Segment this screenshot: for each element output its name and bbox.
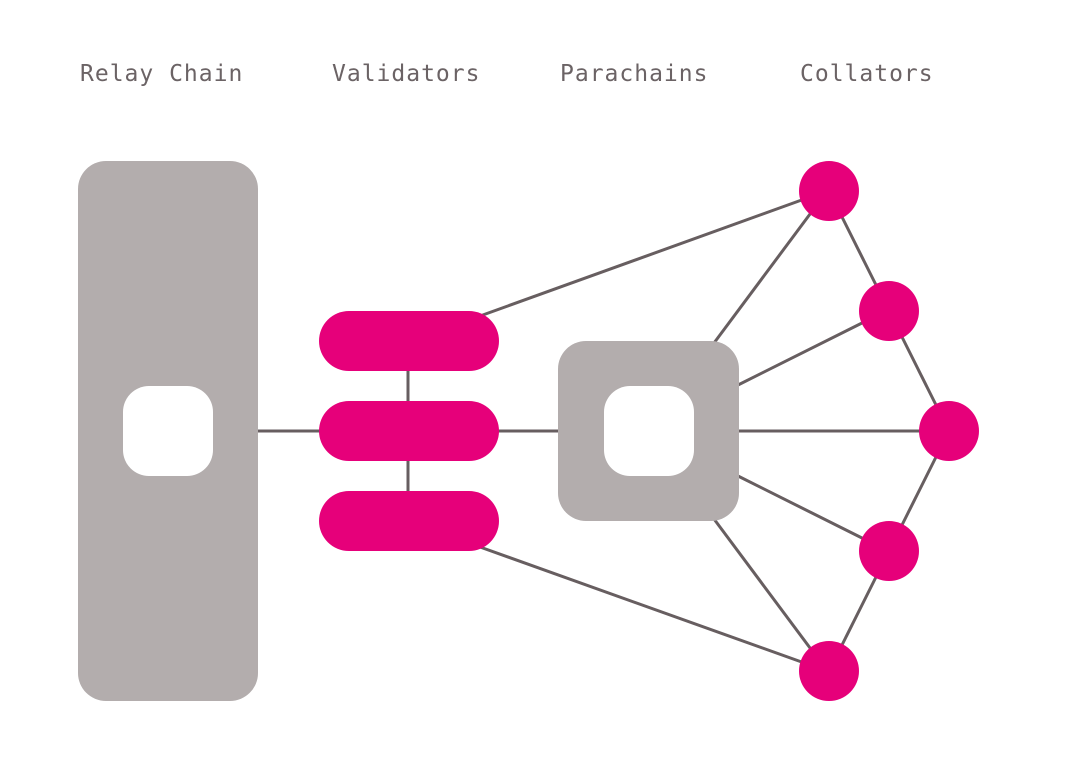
validators-label: Validators	[332, 61, 480, 87]
parachain-to-collator-1-line	[712, 205, 818, 344]
parachain-inner-square	[604, 386, 694, 476]
relay-chain-label: Relay Chain	[80, 61, 243, 87]
validator-pill-bottom	[319, 491, 499, 551]
collator-4-to-5-line	[840, 576, 878, 646]
validator-bottom-to-collator-5-line	[479, 545, 811, 667]
parachain-to-collator-2-line	[737, 319, 867, 387]
relay-chain-inner-square	[123, 386, 213, 476]
parachain-to-collator-5-line	[712, 518, 818, 657]
validator-pill-top	[319, 311, 499, 371]
collator-1-to-2-line	[840, 216, 878, 286]
connectors	[258, 195, 938, 667]
parachains-label: Parachains	[560, 61, 708, 87]
collator-2-to-3-line	[900, 336, 938, 406]
validator-pill-middle	[319, 401, 499, 461]
collator-node-1	[799, 161, 859, 221]
collators-label: Collators	[800, 61, 934, 87]
validator-top-to-collator-1-line	[479, 195, 811, 318]
collator-node-4	[859, 521, 919, 581]
collator-node-5	[799, 641, 859, 701]
parachain-to-collator-4-line	[737, 474, 867, 542]
collator-node-2	[859, 281, 919, 341]
collator-3-to-4-line	[900, 456, 938, 526]
collator-node-3	[919, 401, 979, 461]
